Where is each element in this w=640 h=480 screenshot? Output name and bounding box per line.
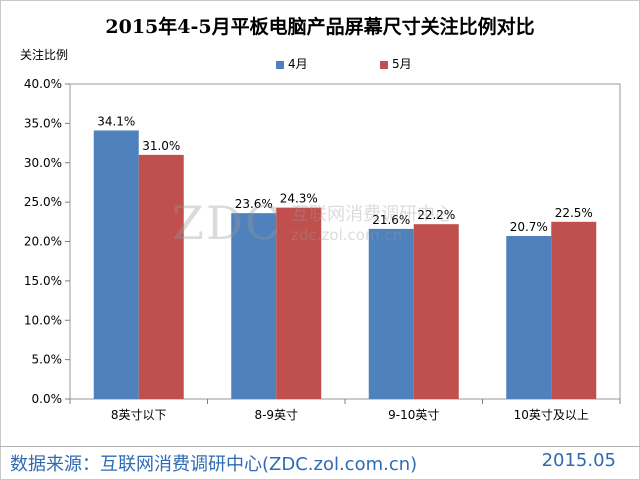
bar-chart: 0.0% 5.0% 10.0% 15.0% 20.0% 25.0% 30.0% 35.0% 40… — [24, 77, 621, 422]
legend-swatch-april — [276, 60, 284, 69]
y-axis-label: 关注比例 — [20, 48, 69, 62]
y-tick-label: 10.0% — [24, 313, 62, 327]
bar-april — [231, 213, 277, 399]
bar-april — [506, 235, 552, 399]
bar-may — [551, 221, 597, 399]
y-tick-label: 5.0% — [32, 353, 63, 367]
data-label: 24.3% — [280, 192, 318, 206]
x-tick-label: 8英寸以下 — [111, 408, 167, 422]
data-label: 22.5% — [555, 206, 593, 220]
footer-date: 2015.05 — [541, 450, 616, 471]
legend-item-may: 5月 — [380, 55, 412, 72]
legend-label-may: 5月 — [392, 57, 412, 71]
legend-swatch-may — [380, 60, 388, 69]
bar-may — [138, 154, 184, 399]
bar-may — [413, 224, 459, 399]
y-tick-label: 0.0% — [32, 392, 63, 406]
y-tick-label: 20.0% — [24, 235, 62, 249]
y-tick-label: 15.0% — [24, 274, 62, 288]
data-label: 20.7% — [510, 220, 548, 234]
data-label: 21.6% — [372, 213, 410, 227]
y-tick-label: 30.0% — [24, 156, 62, 170]
x-tick-label: 10英寸及以上 — [514, 408, 589, 422]
y-tick-label: 40.0% — [24, 77, 62, 91]
bar-april — [93, 130, 139, 399]
data-label: 34.1% — [97, 114, 135, 128]
footer-divider — [0, 446, 640, 447]
x-tick-label: 8-9英寸 — [254, 408, 298, 422]
data-label: 23.6% — [235, 197, 273, 211]
legend: 4月 5月 — [0, 55, 640, 72]
y-tick-label: 25.0% — [24, 195, 62, 209]
x-tick-label: 9-10英寸 — [388, 408, 439, 422]
chart-title: 2015年4-5月平板电脑产品屏幕尺寸关注比例对比 — [105, 16, 535, 38]
bar-april — [368, 228, 414, 399]
data-label: 31.0% — [142, 139, 180, 153]
data-label: 22.2% — [417, 208, 455, 222]
legend-label-april: 4月 — [288, 57, 308, 71]
footer-source: 数据来源：互联网消费调研中心(ZDC.zol.com.cn) — [10, 454, 418, 475]
legend-item-april: 4月 — [276, 55, 308, 72]
y-tick-label: 35.0% — [24, 116, 62, 130]
bar-may — [276, 207, 322, 399]
